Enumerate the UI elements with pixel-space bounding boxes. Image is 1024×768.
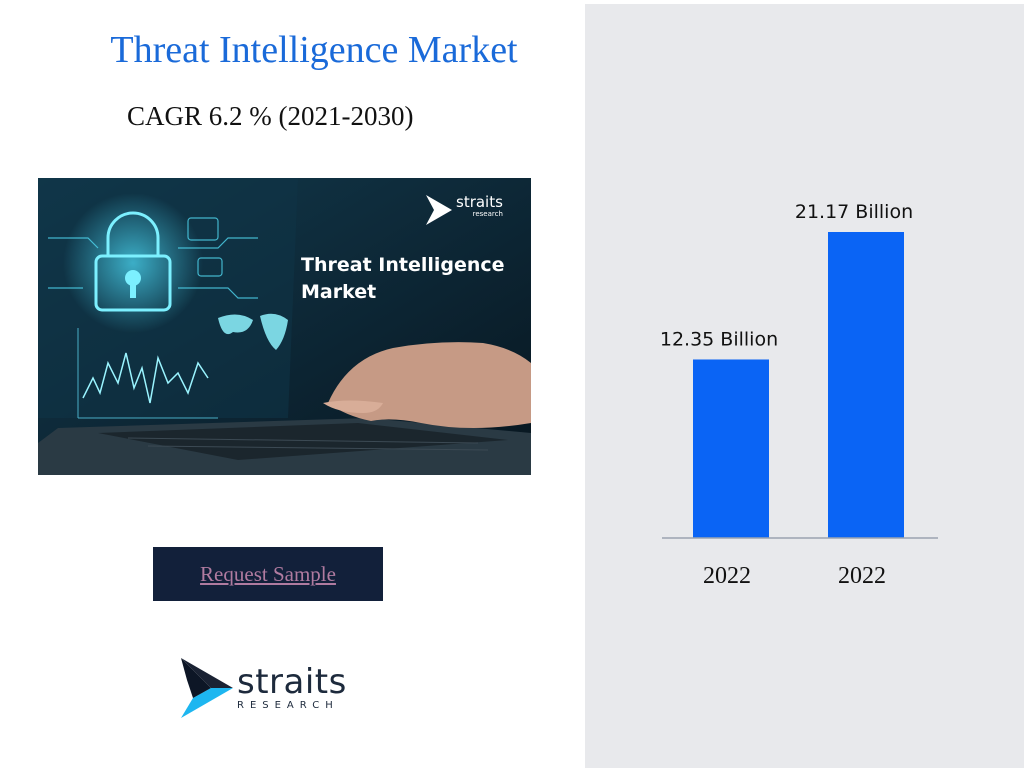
request-sample-button[interactable]: Request Sample [153, 547, 383, 601]
x-tick-label-1: 2022 [838, 563, 886, 589]
hero-image: straits research Threat Intelligence Mar… [38, 178, 531, 475]
bar-1 [828, 232, 904, 538]
chart-panel [585, 4, 1024, 768]
data-label-1: 21.17 Billion [795, 201, 913, 223]
brand-logo: straits RESEARCH [181, 658, 347, 718]
hero-title: Threat Intelligence Market [301, 254, 505, 303]
page-title: Threat Intelligence Market [110, 29, 518, 71]
hero-logo-sub: research [472, 210, 503, 218]
request-sample-link[interactable]: Request Sample [200, 561, 336, 586]
hero-logo: straits research [426, 195, 503, 225]
data-label-0: 12.35 Billion [660, 328, 778, 350]
brand-name: straits [237, 662, 347, 702]
bar-0 [693, 359, 769, 538]
page-subtitle: CAGR 6.2 % (2021-2030) [127, 101, 414, 131]
straits-brand-icon [181, 658, 233, 718]
x-tick-label-0: 2022 [703, 563, 751, 589]
hero-logo-main: straits [456, 193, 503, 211]
hero-illustration [38, 178, 531, 475]
brand-tagline: RESEARCH [237, 700, 339, 711]
straits-logo-icon [426, 195, 452, 225]
